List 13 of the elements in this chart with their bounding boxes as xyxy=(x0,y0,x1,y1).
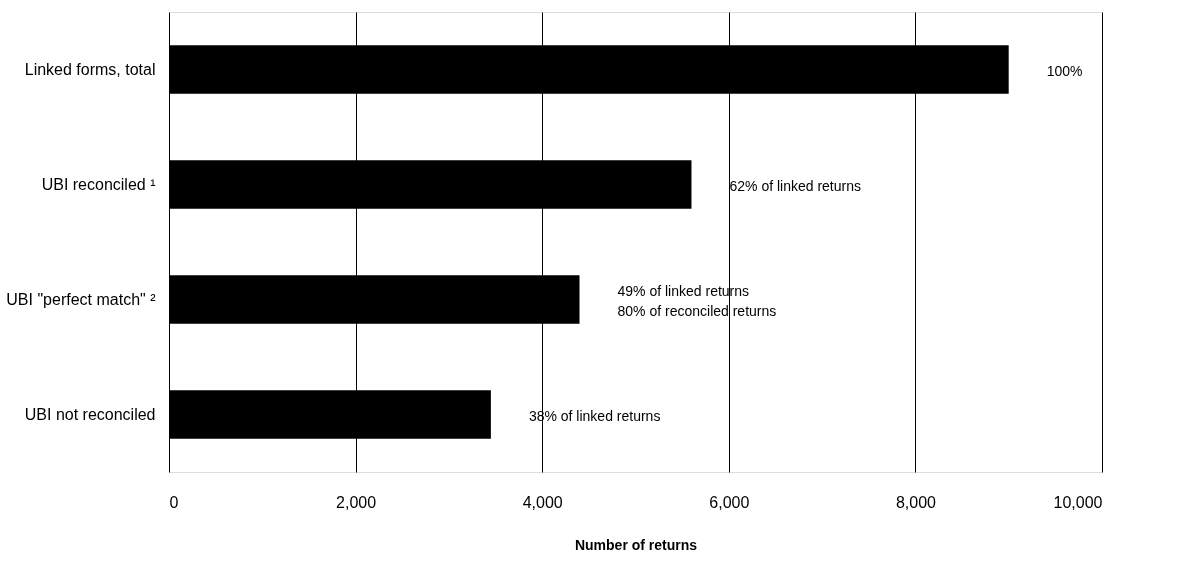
annotation: 100% xyxy=(1046,62,1083,79)
y-tick-label: UBI "perfect match" ² xyxy=(6,290,157,308)
x-tick-label: 8,000 xyxy=(895,493,937,511)
x-tick-label: 6,000 xyxy=(709,493,750,511)
x-tick-label: 10,000 xyxy=(1053,493,1103,511)
x-axis-title: Number of returns xyxy=(574,536,698,553)
y-tick-label: UBI not reconciled xyxy=(24,405,156,423)
annotation: 62% of linked returns xyxy=(729,177,862,194)
x-tick-label: 2,000 xyxy=(336,493,377,511)
y-tick-label: UBI reconciled ¹ xyxy=(41,175,156,193)
y-tick-label: Linked forms, total xyxy=(24,60,156,78)
x-tick-label: 4,000 xyxy=(522,493,563,511)
x-tick-label: 0 xyxy=(169,493,179,511)
